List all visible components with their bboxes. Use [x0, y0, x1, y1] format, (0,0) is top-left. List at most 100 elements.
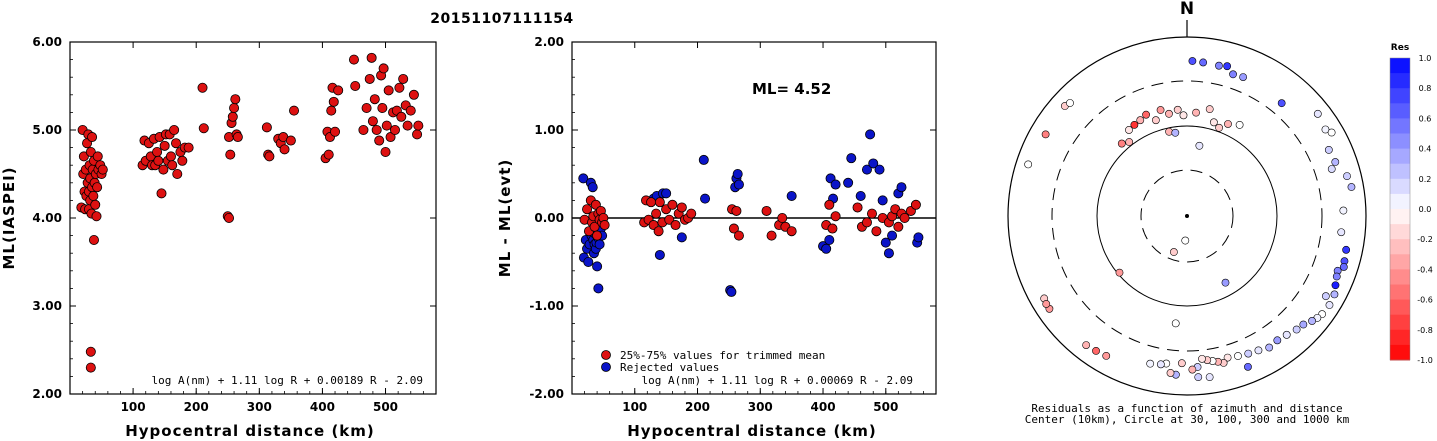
y-tick-label: 2.00: [534, 35, 564, 49]
data-point: [198, 123, 209, 134]
data-point: [374, 135, 385, 146]
rejected-point: [865, 129, 876, 140]
colorbar-cell: [1390, 148, 1410, 165]
rejected-point: [733, 179, 744, 190]
legend-accepted-label: 25%-75% values for trimmed mean: [620, 349, 825, 362]
accepted-point: [667, 199, 678, 210]
data-point: [348, 54, 359, 65]
accepted-point: [777, 212, 788, 223]
polar-point: [1215, 123, 1224, 132]
colorbar-cell: [1390, 314, 1410, 331]
accepted-point: [852, 202, 863, 213]
panel1-formula: log A(nm) + 1.11 log R + 0.00189 R - 2.0…: [151, 374, 423, 387]
data-point: [330, 126, 341, 137]
data-point: [408, 89, 419, 100]
data-point: [177, 155, 188, 166]
x-tick-label: 300: [748, 400, 773, 414]
polar-point: [1188, 57, 1197, 65]
y-tick-label: 3.00: [32, 299, 62, 313]
polar-point: [1313, 109, 1322, 118]
polar-point: [1171, 319, 1180, 328]
polar-point: [1117, 139, 1126, 148]
polar-point: [1327, 128, 1336, 137]
colorbar-tick-label: -0.8: [1417, 326, 1433, 335]
colorbar-cell: [1390, 329, 1410, 346]
rejected-point: [821, 243, 832, 254]
polar-point: [1224, 120, 1232, 128]
data-point: [413, 120, 424, 131]
polar-point: [1235, 120, 1244, 129]
polar-point: [1173, 105, 1182, 114]
panel2-ticks: 100 200 300 400 500 -2.00 -1.00 0.00 1.00 2.00: [529, 35, 937, 414]
data-point: [91, 211, 102, 222]
x-tick-label: 500: [373, 400, 398, 414]
rejected-point: [830, 179, 841, 190]
data-point: [156, 188, 167, 199]
polar-point: [1339, 206, 1348, 215]
accepted-point: [893, 221, 904, 232]
panel1-ticks: 100 200 300 400 500 2.00 3.00 4.00 5.00 6.00: [32, 35, 437, 414]
data-point: [381, 120, 392, 131]
data-point: [279, 144, 290, 155]
polar-point: [1223, 62, 1232, 71]
colorbar-tick-label: 0.2: [1419, 175, 1432, 184]
y-tick-label: 0.00: [534, 211, 564, 225]
polar-point: [1125, 126, 1133, 134]
data-point: [167, 160, 178, 171]
polar-point: [1324, 145, 1333, 154]
colorbar-cell: [1390, 239, 1410, 255]
polar-points: [1024, 57, 1356, 382]
data-point: [261, 122, 272, 133]
polar-point: [1308, 317, 1316, 325]
colorbar-cell: [1390, 163, 1410, 180]
data-point: [358, 125, 369, 136]
colorbar-cell: [1390, 103, 1410, 119]
polar-point: [1229, 70, 1237, 79]
polar-point: [1171, 128, 1180, 137]
rejected-point: [877, 195, 888, 206]
data-point: [152, 146, 163, 157]
data-point: [230, 94, 241, 105]
x-tick-label: 400: [310, 400, 335, 414]
figure-title: 20151107111154: [430, 11, 573, 27]
colorbar-cell: [1390, 133, 1410, 150]
polar-point: [1188, 365, 1197, 374]
colorbar-cell: [1390, 224, 1410, 240]
data-point: [97, 164, 108, 175]
colorbar-tick-label: 0.4: [1419, 145, 1432, 154]
polar-point: [1282, 330, 1291, 339]
epicenter-dot: [1185, 214, 1189, 218]
x-tick-label: 400: [811, 400, 836, 414]
colorbar-tick-label: -0.6: [1417, 296, 1433, 305]
ml-annotation: ML= 4.52: [752, 80, 831, 98]
panel-residual: 100 200 300 400 500 -2.00 -1.00 0.00 1.00 2.00 ML…: [496, 35, 937, 440]
polar-point: [1024, 160, 1033, 169]
colorbar-tick-label: 0.6: [1419, 114, 1432, 123]
colorbar-cell: [1390, 193, 1410, 210]
rejected-point: [880, 237, 891, 248]
polar-point: [1347, 183, 1356, 191]
colorbar-cell: [1390, 88, 1410, 104]
panel2-xlabel: Hypocentral distance (km): [627, 422, 877, 440]
rejected-point: [732, 168, 743, 179]
polar-point: [1337, 228, 1346, 237]
polar-point: [1215, 61, 1223, 70]
colorbar-cell: [1390, 209, 1410, 225]
polar-point: [1330, 290, 1339, 299]
polar-point: [1115, 268, 1124, 277]
colorbar-cell: [1390, 58, 1410, 74]
polar-point: [1342, 245, 1351, 254]
rejected-point: [698, 154, 709, 165]
rejected-point: [824, 234, 835, 245]
data-point: [87, 132, 98, 143]
polar-point: [1177, 359, 1186, 368]
accepted-point: [592, 230, 603, 241]
polar-caption-line2: Center (10km), Circle at 30, 100, 300 an…: [1025, 413, 1350, 426]
colorbar-title: Res: [1391, 43, 1409, 53]
x-tick-label: 100: [121, 400, 146, 414]
polar-point: [1169, 248, 1178, 256]
data-point: [90, 199, 101, 210]
panel2-formula: log A(nm) + 1.11 log R + 0.00069 R - 2.0…: [641, 374, 913, 387]
rejected-point: [846, 153, 857, 164]
rejected-point: [661, 188, 672, 199]
